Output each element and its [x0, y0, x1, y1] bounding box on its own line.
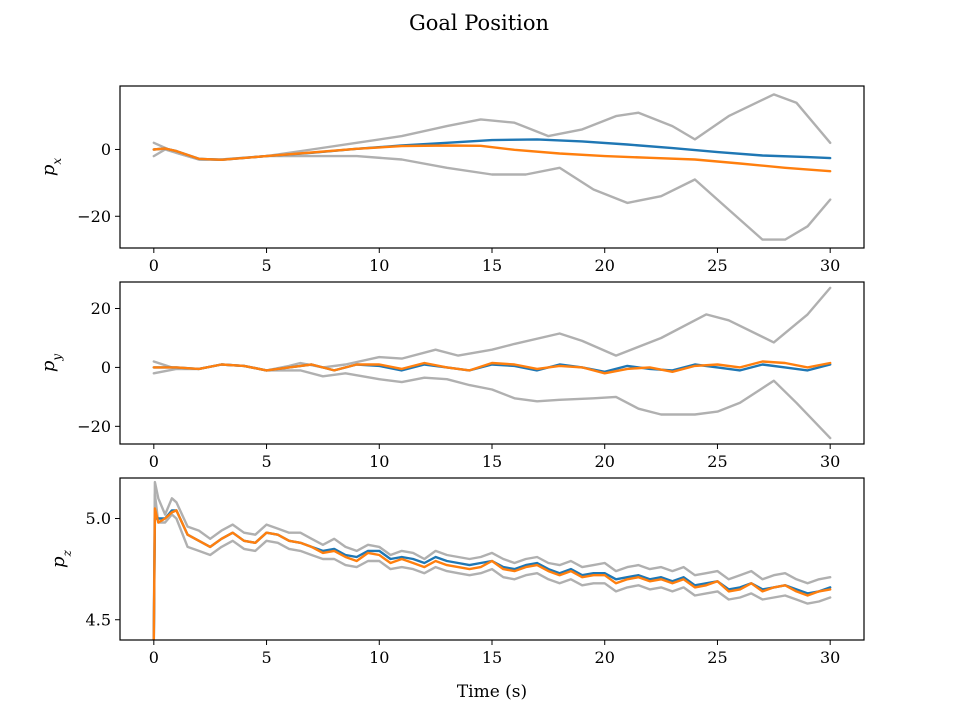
y-tick-label: 0: [101, 140, 111, 159]
ticks-py: 0 5 10 15 20 25 30 20 0 −20: [77, 299, 840, 471]
x-tick-label: 25: [707, 648, 727, 667]
ticks-pz: 0 5 10 15 20 25 30 5.0 4.5: [86, 509, 841, 667]
series-line-upper-px: [152, 93, 832, 161]
x-tick-label: 15: [482, 452, 502, 471]
x-tick-label: 25: [707, 256, 727, 275]
y-tick-label: 5.0: [86, 509, 111, 528]
x-tick-label: 5: [261, 256, 271, 275]
panel-px: 0 5 10 15 20 25 30 0 −20 px: [38, 85, 865, 275]
panel-py: 0 5 10 15 20 25 30 20 0 −20 py: [38, 281, 865, 471]
plot-area-pz: [152, 480, 832, 640]
plot-area-px: [152, 93, 832, 241]
series-line-mean-pz: [152, 509, 832, 640]
x-tick-label: 25: [707, 452, 727, 471]
x-tick-label: 30: [820, 452, 840, 471]
x-tick-label: 30: [820, 648, 840, 667]
x-tick-label: 30: [820, 256, 840, 275]
y-axis-label-pz: pz: [48, 549, 74, 568]
y-tick-label: 0: [101, 358, 111, 377]
series-line-estimate-px: [152, 144, 832, 173]
x-tick-label: 10: [369, 648, 389, 667]
y-axis-label-px: px: [38, 158, 64, 177]
series-line-lower-pz: [152, 493, 832, 640]
x-tick-label: 20: [595, 256, 615, 275]
x-tick-label: 5: [261, 648, 271, 667]
series-line-estimate-py: [152, 360, 832, 375]
ticks-px: 0 5 10 15 20 25 30 0 −20: [77, 140, 840, 275]
x-tick-label: 10: [369, 256, 389, 275]
y-axis-label-py: py: [38, 354, 64, 373]
x-axis-label: Time (s): [457, 682, 527, 702]
series-line-lower-py: [152, 363, 832, 440]
series-line-upper-pz: [152, 480, 832, 632]
axes-frame-pz: [119, 477, 865, 641]
x-tick-label: 10: [369, 452, 389, 471]
x-tick-label: 5: [261, 452, 271, 471]
axes-frame-px: [119, 85, 865, 249]
plot-area-py: [152, 286, 832, 440]
y-tick-label: 20: [91, 299, 111, 318]
x-tick-label: 15: [482, 256, 502, 275]
x-tick-label: 15: [482, 648, 502, 667]
y-tick-label: −20: [77, 207, 111, 226]
x-tick-label: 20: [595, 452, 615, 471]
series-line-upper-py: [152, 286, 832, 372]
x-tick-label: 0: [149, 648, 159, 667]
x-tick-label: 0: [149, 256, 159, 275]
y-tick-label: −20: [77, 417, 111, 436]
series-line-estimate-pz: [152, 507, 832, 640]
chart-title: Goal Position: [409, 11, 549, 35]
x-tick-label: 20: [595, 648, 615, 667]
panel-pz: 0 5 10 15 20 25 30 5.0 4.5 pz: [48, 477, 865, 667]
y-tick-label: 4.5: [86, 610, 111, 629]
x-tick-label: 0: [149, 452, 159, 471]
